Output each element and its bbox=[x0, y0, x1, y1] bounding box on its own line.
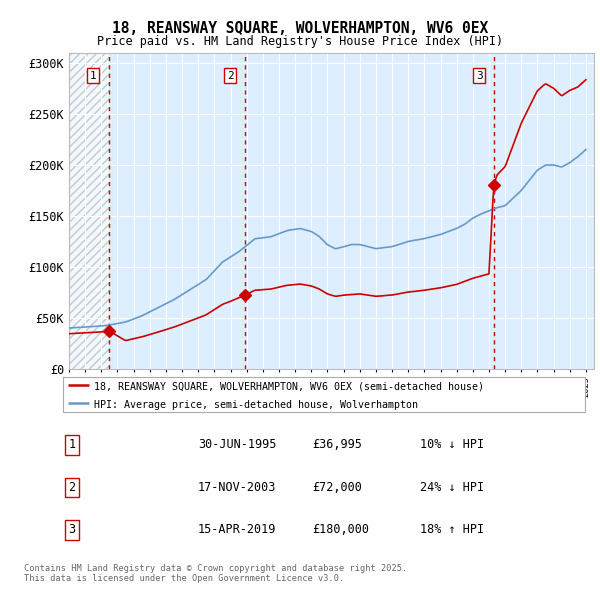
Text: 1: 1 bbox=[68, 438, 76, 451]
Text: 10% ↓ HPI: 10% ↓ HPI bbox=[420, 438, 484, 451]
Text: £36,995: £36,995 bbox=[312, 438, 362, 451]
Text: 2: 2 bbox=[227, 70, 233, 80]
Text: 3: 3 bbox=[68, 523, 76, 536]
Text: 1: 1 bbox=[90, 70, 97, 80]
Text: 30-JUN-1995: 30-JUN-1995 bbox=[198, 438, 277, 451]
Text: 15-APR-2019: 15-APR-2019 bbox=[198, 523, 277, 536]
Text: 18% ↑ HPI: 18% ↑ HPI bbox=[420, 523, 484, 536]
Bar bbox=[69, 53, 109, 369]
Text: 2: 2 bbox=[68, 481, 76, 494]
Text: 24% ↓ HPI: 24% ↓ HPI bbox=[420, 481, 484, 494]
Text: £72,000: £72,000 bbox=[312, 481, 362, 494]
Text: 17-NOV-2003: 17-NOV-2003 bbox=[198, 481, 277, 494]
Text: 3: 3 bbox=[476, 70, 482, 80]
Text: Contains HM Land Registry data © Crown copyright and database right 2025.
This d: Contains HM Land Registry data © Crown c… bbox=[24, 563, 407, 583]
FancyBboxPatch shape bbox=[62, 377, 586, 412]
Text: 18, REANSWAY SQUARE, WOLVERHAMPTON, WV6 0EX: 18, REANSWAY SQUARE, WOLVERHAMPTON, WV6 … bbox=[112, 21, 488, 36]
Text: £180,000: £180,000 bbox=[312, 523, 369, 536]
Text: HPI: Average price, semi-detached house, Wolverhampton: HPI: Average price, semi-detached house,… bbox=[94, 399, 418, 409]
Text: 18, REANSWAY SQUARE, WOLVERHAMPTON, WV6 0EX (semi-detached house): 18, REANSWAY SQUARE, WOLVERHAMPTON, WV6 … bbox=[94, 381, 484, 391]
Text: Price paid vs. HM Land Registry's House Price Index (HPI): Price paid vs. HM Land Registry's House … bbox=[97, 35, 503, 48]
